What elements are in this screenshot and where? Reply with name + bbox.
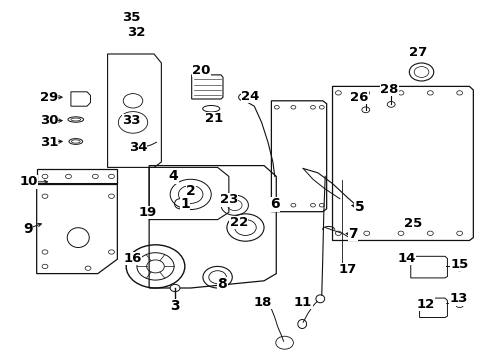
Text: 19: 19 [138,206,157,219]
Text: 14: 14 [397,252,415,265]
Text: 24: 24 [241,90,259,103]
Text: 11: 11 [293,296,312,309]
Text: 15: 15 [449,258,468,271]
Text: 21: 21 [204,112,223,125]
Text: 18: 18 [253,296,272,309]
Text: 7: 7 [347,227,357,241]
Text: 16: 16 [123,252,142,265]
Text: 23: 23 [219,193,238,206]
Text: 2: 2 [185,184,195,198]
Text: 30: 30 [40,114,58,127]
Circle shape [386,102,394,107]
Text: 10: 10 [19,175,38,188]
Text: 12: 12 [415,298,434,311]
Text: 27: 27 [408,46,427,59]
Text: 6: 6 [269,198,279,211]
Text: 13: 13 [448,292,467,305]
Text: 33: 33 [122,114,140,127]
Text: 8: 8 [217,278,227,291]
Text: 3: 3 [170,299,180,313]
Text: 32: 32 [126,26,145,39]
Text: 22: 22 [229,216,247,229]
Text: 4: 4 [168,170,178,183]
Text: 31: 31 [40,136,58,149]
Text: 20: 20 [192,64,210,77]
Text: 26: 26 [349,91,368,104]
Text: 29: 29 [40,91,58,104]
Text: 5: 5 [354,200,364,214]
Circle shape [170,284,180,292]
Text: 1: 1 [180,198,189,211]
Text: 9: 9 [23,222,33,235]
Text: 35: 35 [122,11,140,24]
Circle shape [361,107,369,113]
Text: 28: 28 [379,83,398,96]
Text: 34: 34 [128,141,147,154]
Text: 25: 25 [403,217,422,230]
Text: 17: 17 [338,263,357,276]
